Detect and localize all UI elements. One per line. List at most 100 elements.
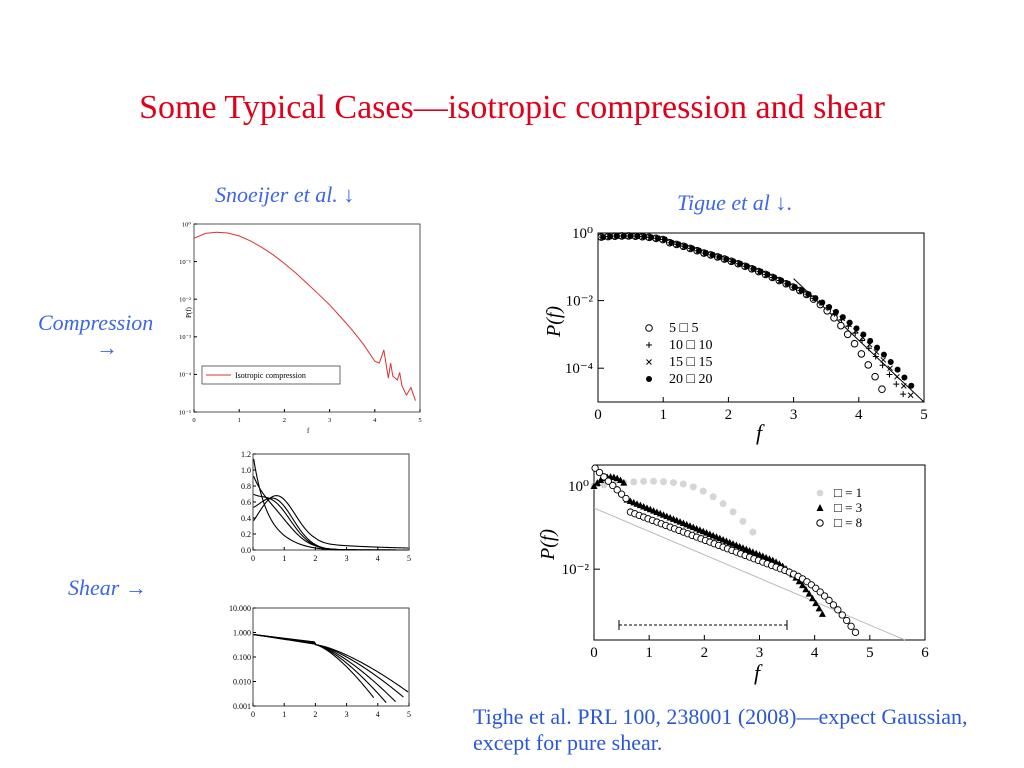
- y-tick-label: 10⁰: [568, 479, 589, 495]
- data-point: [785, 280, 792, 287]
- data-point: [820, 592, 829, 600]
- legend-label: 5 □ 5: [669, 321, 698, 336]
- x-tick-label: 4: [376, 554, 380, 563]
- y-axis-label: P(f): [543, 306, 565, 338]
- data-point: [791, 284, 798, 291]
- compression-label-text: Compression: [38, 310, 154, 335]
- y-tick-label: 10⁻²: [566, 294, 594, 310]
- snoeijer-label: Snoeijer et al. ↓: [215, 182, 354, 208]
- data-point: [871, 372, 879, 381]
- tigue-label: Tigue et al ↓.: [677, 190, 792, 216]
- data-point: [590, 482, 598, 490]
- data-point: [660, 478, 668, 486]
- y-tick-label: 0.2: [241, 530, 251, 539]
- y-axis-label: P(f): [537, 529, 559, 561]
- data-point: [729, 508, 737, 516]
- data-point: [812, 599, 820, 607]
- data-point: [887, 358, 894, 365]
- legend-label: 10 □ 10: [669, 338, 712, 353]
- x-tick-label: 4: [811, 645, 819, 661]
- data-point: [595, 468, 604, 477]
- y-tick-label: 1.0: [241, 466, 251, 475]
- data-point: [709, 493, 717, 501]
- x-tick-label: 4: [855, 407, 863, 423]
- data-point: [853, 325, 860, 332]
- y-tick-label: 0.010: [233, 677, 251, 686]
- y-tick-label: 10⁻¹: [179, 259, 191, 266]
- x-tick-label: 2: [725, 407, 733, 423]
- x-tick-label: 5: [407, 554, 411, 563]
- x-tick-label: 5: [418, 417, 421, 424]
- x-tick-label: 2: [313, 554, 317, 563]
- data-point: [865, 345, 872, 352]
- data-point: [802, 585, 810, 593]
- y-tick-label: 10⁻⁵: [179, 409, 191, 416]
- legend-marker: [646, 359, 652, 365]
- x-tick-label: 1: [238, 417, 241, 424]
- data-point: [719, 500, 727, 508]
- snoeijer-label-text: Snoeijer et al.: [215, 182, 338, 207]
- data-point: [850, 339, 859, 348]
- data-point: [805, 590, 813, 597]
- x-tick-label: 4: [376, 710, 380, 719]
- data-point: [597, 476, 605, 484]
- range-bar: [618, 620, 788, 630]
- down-arrow-icon: ↓: [343, 182, 355, 207]
- x-axis-label: f: [756, 420, 765, 445]
- data-point: [627, 232, 634, 239]
- data-point: [757, 268, 764, 275]
- tigue-shear-chart: 0 1 2 3 4 5 6 10⁰ 10⁻² □ = 1□ = 3□ = 8 P(f) f: [537, 464, 929, 685]
- data-point: [816, 588, 824, 596]
- data-point: [699, 487, 707, 495]
- data-point: [864, 361, 873, 369]
- x-tick-label: 0: [594, 407, 602, 423]
- data-point: [795, 577, 803, 585]
- data-point: [907, 392, 914, 399]
- data-point: [607, 233, 614, 240]
- data-point: [749, 528, 757, 536]
- right-arrow-icon: →: [124, 575, 147, 600]
- x-tick-label: 1: [282, 710, 286, 719]
- data-point: [682, 243, 689, 250]
- y-tick-label: 10⁻⁴: [565, 361, 593, 377]
- x-axis-label: f: [307, 427, 310, 435]
- data-point: [716, 253, 723, 260]
- y-tick-label: 10⁻⁴: [179, 372, 192, 379]
- data-point: [668, 239, 675, 246]
- data-point: [609, 481, 617, 490]
- data-point: [832, 308, 839, 315]
- x-tick-label: 3: [345, 554, 349, 563]
- x-tick-label: 0: [590, 645, 598, 661]
- x-tick-label: 0: [251, 710, 255, 719]
- data-point: [837, 321, 845, 330]
- data-point: [879, 362, 886, 369]
- tigue-compression-chart: 0 1 2 3 4 5 10⁰ 10⁻² 10⁻⁴ 5 □ 5 10 □ 10 15 □ 15 20 …: [543, 226, 928, 445]
- data-point: [622, 494, 630, 503]
- data-point: [709, 251, 716, 258]
- data-point: [825, 596, 833, 604]
- data-point: [830, 314, 838, 322]
- x-tick-label: 3: [328, 417, 331, 424]
- isotropic-compression-line: [193, 231, 416, 401]
- x-tick-label: 3: [790, 407, 798, 423]
- compression-label: Compression →: [38, 310, 153, 360]
- data-point: [826, 304, 833, 311]
- shear-curve: [253, 475, 409, 551]
- data-point: [847, 622, 855, 630]
- y-tick-label: 10⁰: [572, 226, 593, 242]
- data-point: [613, 486, 621, 494]
- data-point: [689, 483, 697, 491]
- data-point: [675, 241, 682, 248]
- x-tick-label: 1: [659, 407, 667, 423]
- data-point: [641, 233, 648, 240]
- data-point: [799, 581, 807, 589]
- data-point: [620, 232, 627, 239]
- data-point: [834, 606, 842, 614]
- x-tick-label: 0: [192, 417, 195, 424]
- data-point: [812, 295, 819, 302]
- y-tick-label: 0.4: [241, 514, 251, 523]
- data-point: [696, 247, 703, 254]
- legend-label: 20 □ 20: [669, 372, 712, 387]
- data-point: [819, 299, 826, 306]
- data-point: [750, 265, 757, 272]
